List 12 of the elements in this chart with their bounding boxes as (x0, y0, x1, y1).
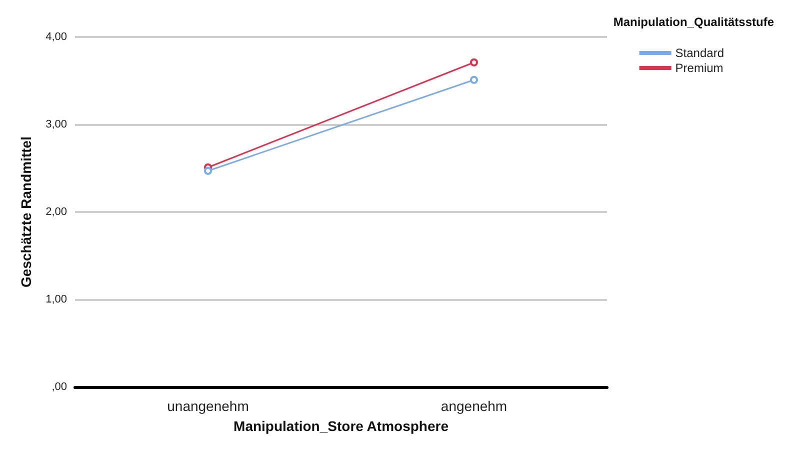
legend-label: Premium (675, 61, 724, 75)
y-axis-title: Geschätzte Randmittel (18, 136, 34, 288)
y-tick-label: 2,00 (46, 206, 67, 218)
x-tick-label: unangenehm (167, 398, 249, 414)
y-tick-label: 1,00 (46, 294, 67, 306)
y-tick-label: 3,00 (46, 118, 67, 130)
y-tick-label: ,00 (52, 381, 67, 393)
y-tick-label: 4,00 (46, 31, 67, 43)
x-axis-title: Manipulation_Store Atmosphere (234, 418, 449, 434)
legend-label: Standard (675, 46, 724, 60)
x-tick-label: angenehm (440, 398, 508, 414)
legend-title: Manipulation_Qualitätsstufe (613, 15, 774, 29)
